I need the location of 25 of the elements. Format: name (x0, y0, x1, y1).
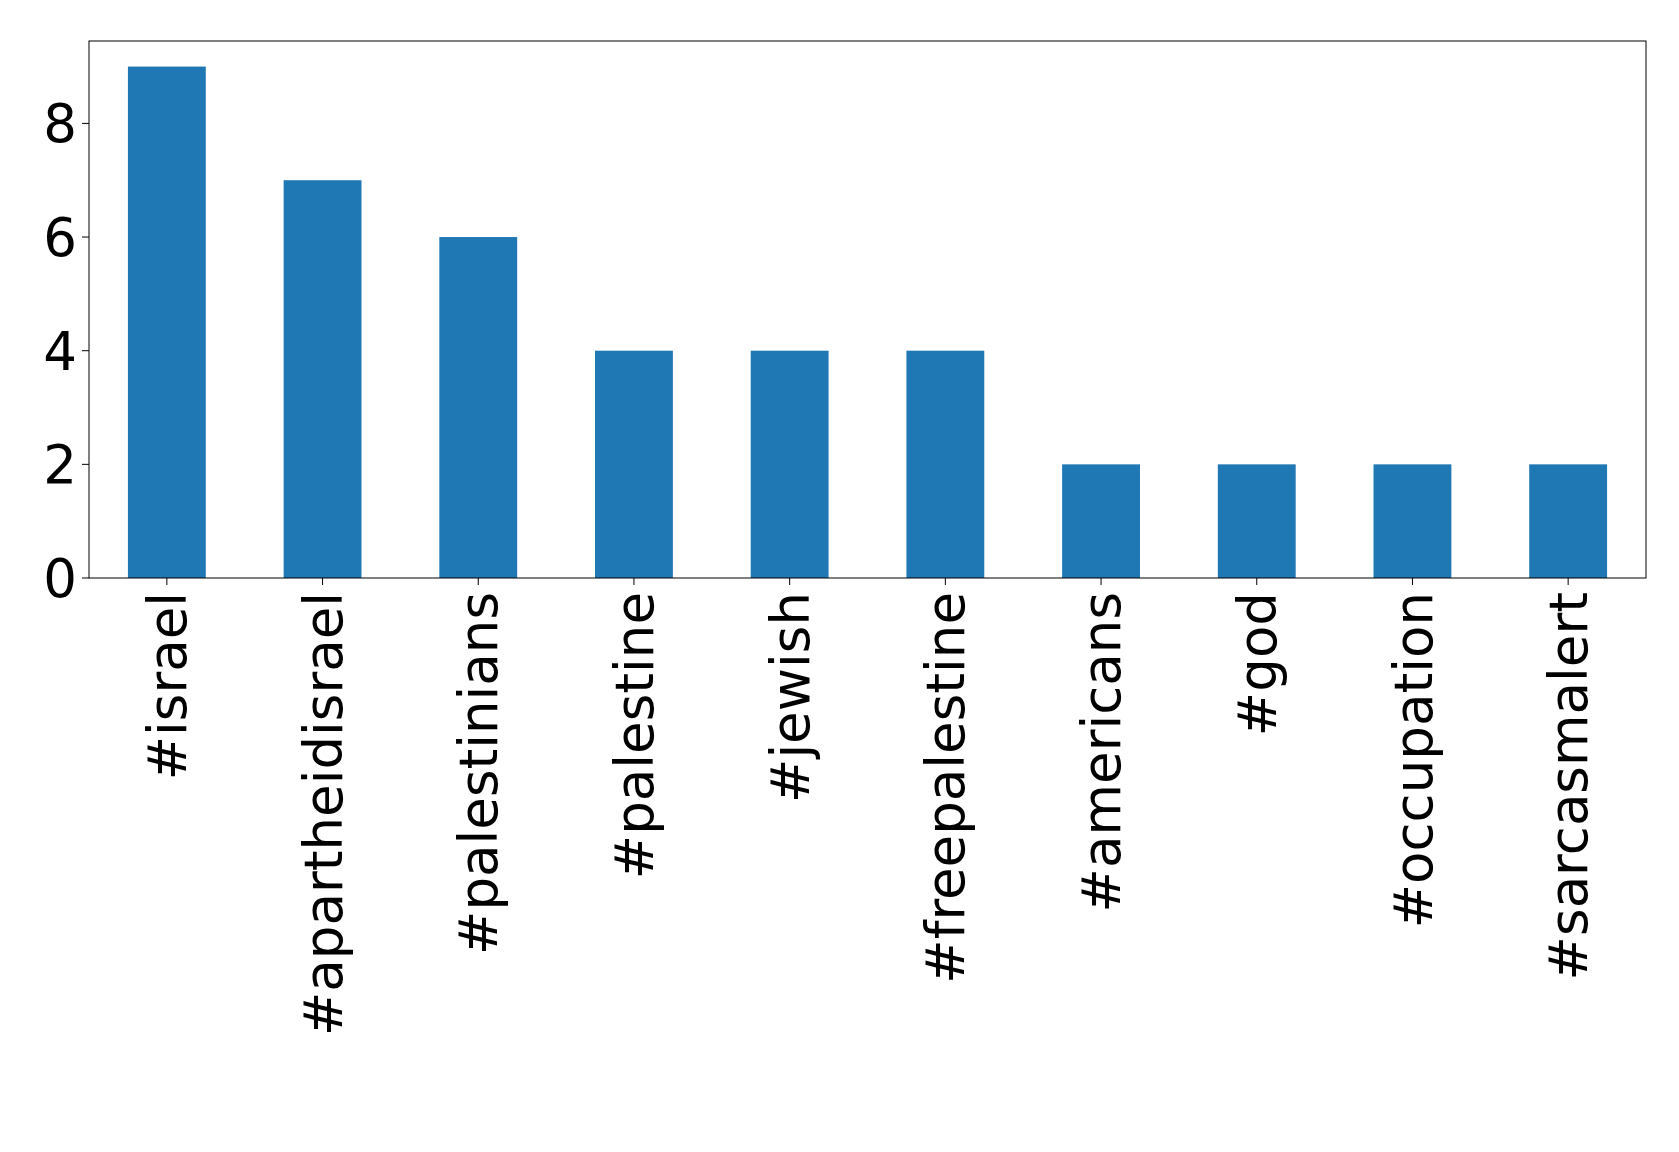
y-tick-label: 4 (43, 320, 77, 382)
y-tick-label: 8 (43, 93, 77, 155)
bar (906, 350, 985, 578)
x-tick-label: #palestinians (448, 592, 510, 955)
bar (1373, 464, 1452, 578)
bar (439, 237, 518, 578)
x-tick-label: #occupation (1382, 592, 1444, 929)
y-tick-label: 6 (43, 207, 77, 269)
x-tick-label: #freepalestine (915, 592, 977, 984)
x-tick-label: #sarcasmalert (1538, 592, 1600, 981)
x-tick-label: #god (1226, 592, 1288, 737)
x-tick-label: #jewish (759, 592, 821, 804)
x-tick-label: #americans (1071, 592, 1133, 913)
bar (595, 350, 673, 578)
bar (1217, 464, 1296, 578)
bar (750, 350, 829, 578)
bar (1529, 464, 1608, 578)
x-tick-label: #apartheidisrael (292, 592, 354, 1037)
y-tick-label: 0 (43, 548, 77, 610)
bar (127, 66, 206, 578)
x-tick-label: #palestine (604, 592, 666, 880)
bar (283, 180, 362, 578)
bar (1062, 464, 1140, 578)
y-tick-label: 2 (43, 434, 77, 496)
x-tick-label: #israel (136, 592, 198, 781)
